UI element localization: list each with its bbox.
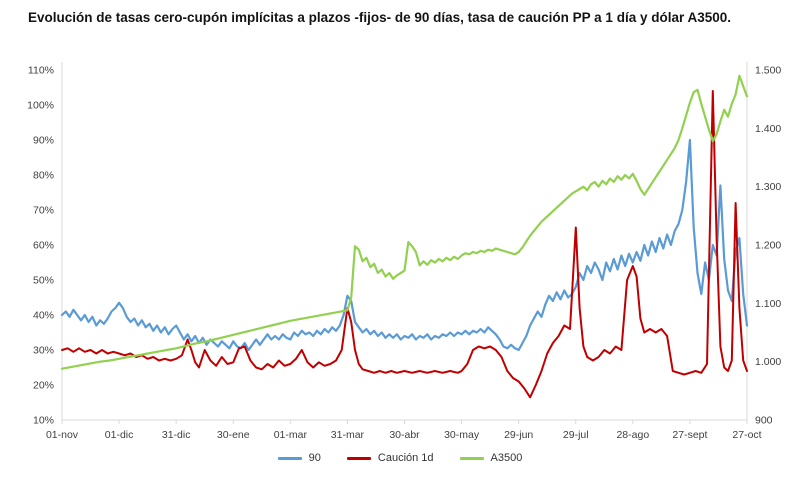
right-axis-tick-label: 1.300 [755, 181, 781, 193]
x-axis-tick-label: 31-mar [331, 429, 365, 441]
x-axis-tick-label: 27-oct [732, 429, 761, 441]
chart-title: Evolución de tasas cero-cupón implícitas… [28, 10, 731, 25]
x-axis-tick-label: 01-dic [105, 429, 134, 441]
right-axis-tick-label: 1.500 [755, 65, 781, 77]
right-axis-tick-label: 1.400 [755, 123, 781, 135]
left-axis-tick-label: 100% [27, 100, 54, 112]
x-axis-tick-label: 30-may [444, 429, 480, 441]
x-axis-tick-label: 30-ene [217, 429, 250, 441]
x-axis-tick-label: 31-dic [162, 429, 191, 441]
legend-item-a3500[interactable]: A3500 [459, 452, 523, 464]
legend-line-marker [346, 456, 371, 460]
legend-item-caución-1d[interactable]: Caución 1d [346, 452, 434, 464]
left-axis-tick-label: 50% [33, 275, 54, 287]
legend-line-marker [277, 456, 302, 460]
series-line-a3500 [60, 74, 749, 370]
left-axis-tick-label: 40% [33, 310, 54, 322]
right-axis-tick-label: 900 [755, 415, 773, 427]
series-line-caución-1d [61, 90, 748, 399]
chart-legend: 90 Caución 1d A3500 [0, 452, 800, 464]
left-axis-tick-label: 110% [28, 65, 54, 77]
chart-canvas: 10% 20% 30% 40% 50% 60% 70% 80% 90% 100% 110% 900 1.… [27, 62, 781, 441]
x-axis-tick-label: 01-nov [46, 429, 79, 441]
legend-label: Caución 1d [377, 452, 434, 464]
right-axis-tick-label: 1.000 [755, 356, 781, 368]
legend-item-90[interactable]: 90 [277, 452, 321, 464]
x-axis-tick-label: 29-jun [504, 429, 533, 441]
series-line-90 [60, 138, 749, 352]
left-axis-tick-label: 20% [33, 380, 54, 392]
left-axis-tick-label: 90% [33, 135, 54, 147]
left-axis-tick-label: 70% [33, 205, 54, 217]
right-axis-tick-label: 1.200 [755, 240, 781, 252]
x-axis-tick-label: 01-mar [274, 429, 308, 441]
legend-line-marker [459, 456, 484, 460]
left-axis-tick-label: 60% [33, 240, 54, 252]
legend-label: 90 [308, 452, 321, 464]
left-axis-tick-label: 10% [33, 415, 54, 427]
x-axis-tick-label: 30-abr [389, 429, 420, 441]
x-axis-tick-label: 29-jul [563, 429, 589, 441]
x-axis-tick-label: 27-sept [672, 429, 707, 441]
x-axis-tick-label: 28-ago [616, 429, 649, 441]
left-axis-tick-label: 30% [33, 345, 54, 357]
legend-label: A3500 [490, 452, 523, 464]
right-axis-tick-label: 1.100 [755, 298, 781, 310]
left-axis-tick-label: 80% [33, 170, 54, 182]
